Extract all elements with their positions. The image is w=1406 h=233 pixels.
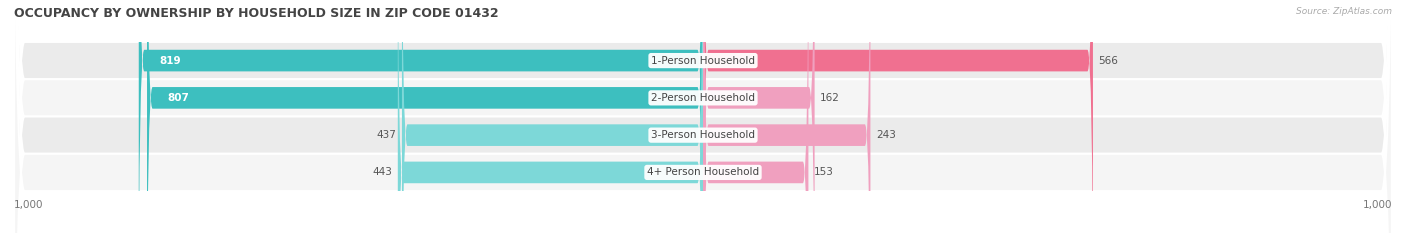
FancyBboxPatch shape (14, 0, 1392, 233)
FancyBboxPatch shape (398, 0, 703, 233)
Text: 1,000: 1,000 (1362, 200, 1392, 210)
Text: 243: 243 (876, 130, 896, 140)
FancyBboxPatch shape (703, 0, 814, 233)
Text: 162: 162 (820, 93, 839, 103)
Text: 4+ Person Household: 4+ Person Household (647, 168, 759, 177)
FancyBboxPatch shape (14, 0, 1392, 233)
Text: 3-Person Household: 3-Person Household (651, 130, 755, 140)
Text: 819: 819 (159, 56, 181, 65)
FancyBboxPatch shape (139, 0, 703, 233)
Text: 2-Person Household: 2-Person Household (651, 93, 755, 103)
FancyBboxPatch shape (703, 0, 870, 233)
FancyBboxPatch shape (14, 0, 1392, 233)
Text: 1,000: 1,000 (14, 200, 44, 210)
Text: 807: 807 (167, 93, 190, 103)
FancyBboxPatch shape (703, 0, 1092, 233)
Text: Source: ZipAtlas.com: Source: ZipAtlas.com (1296, 7, 1392, 16)
Text: 1-Person Household: 1-Person Household (651, 56, 755, 65)
FancyBboxPatch shape (14, 0, 1392, 233)
Text: 566: 566 (1098, 56, 1118, 65)
FancyBboxPatch shape (148, 0, 703, 233)
Text: 443: 443 (373, 168, 392, 177)
Text: 437: 437 (377, 130, 396, 140)
FancyBboxPatch shape (703, 0, 808, 233)
Text: 153: 153 (814, 168, 834, 177)
Text: OCCUPANCY BY OWNERSHIP BY HOUSEHOLD SIZE IN ZIP CODE 01432: OCCUPANCY BY OWNERSHIP BY HOUSEHOLD SIZE… (14, 7, 499, 20)
FancyBboxPatch shape (402, 0, 703, 233)
